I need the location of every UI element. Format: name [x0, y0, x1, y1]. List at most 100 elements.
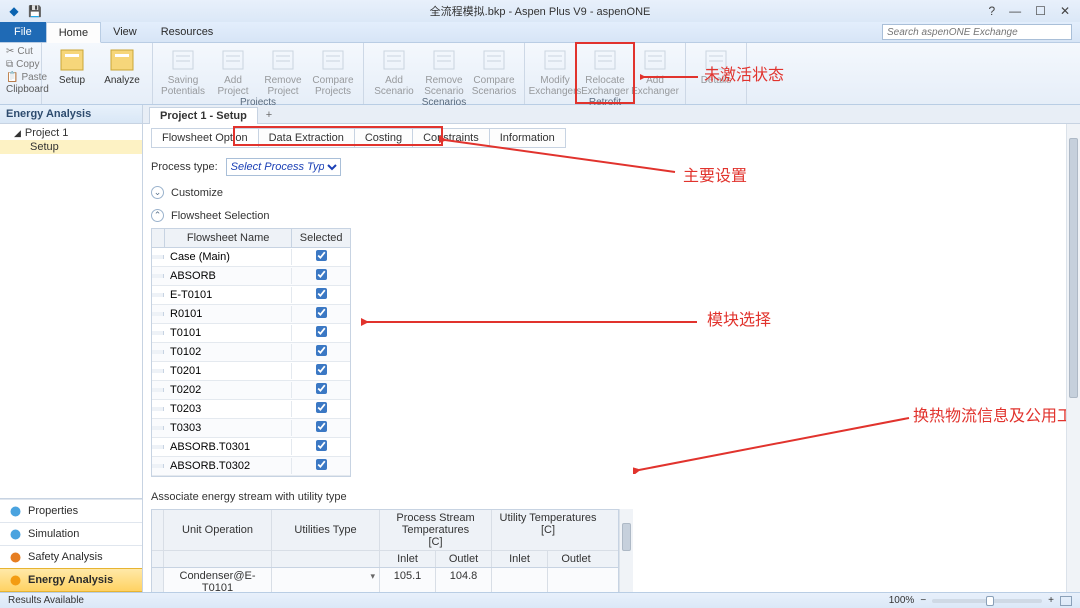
table-row[interactable]: ABSORB: [152, 267, 350, 286]
tree-item-project[interactable]: ◢Project 1: [0, 126, 142, 140]
row-handle[interactable]: [152, 312, 164, 316]
expand-icon[interactable]: [1060, 596, 1072, 606]
search-container: [882, 22, 1072, 42]
ribbon-button: Add Project: [209, 47, 257, 97]
row-handle[interactable]: [152, 274, 164, 278]
table-row[interactable]: T0202: [152, 381, 350, 400]
row-handle[interactable]: [152, 388, 164, 392]
help-icon[interactable]: ?: [988, 4, 995, 18]
table-row[interactable]: T0102: [152, 343, 350, 362]
table-row[interactable]: E-T0101: [152, 286, 350, 305]
selected-checkbox[interactable]: [316, 459, 327, 470]
nav-panel-simulation[interactable]: Simulation: [0, 522, 142, 545]
row-handle[interactable]: [152, 350, 164, 354]
row-handle[interactable]: [152, 568, 164, 592]
ribbon-button[interactable]: Analyze: [98, 47, 146, 86]
row-handle[interactable]: [152, 293, 164, 297]
nav-tree: ◢Project 1 Setup: [0, 124, 142, 498]
ribbon-button: Remove Scenario: [420, 47, 468, 97]
selected-checkbox[interactable]: [316, 364, 327, 375]
table-row[interactable]: ABSORB.T0302: [152, 457, 350, 476]
selected-checkbox[interactable]: [316, 383, 327, 394]
associate-grid: Unit Operation Utilities Type Process St…: [151, 509, 619, 592]
row-handle[interactable]: [152, 426, 164, 430]
nav-panel-energy-analysis[interactable]: Energy Analysis: [0, 568, 142, 592]
zoom-in-button[interactable]: +: [1048, 595, 1054, 606]
ribbon-button[interactable]: Setup: [48, 47, 96, 86]
cell-selected: [292, 419, 350, 437]
selected-checkbox[interactable]: [316, 402, 327, 413]
selected-checkbox[interactable]: [316, 440, 327, 451]
flowsheet-grid: Flowsheet Name Selected Case (Main)ABSOR…: [151, 228, 351, 477]
status-bar: Results Available 100% − +: [0, 592, 1080, 608]
row-handle[interactable]: [152, 369, 164, 373]
table-row[interactable]: Case (Main): [152, 248, 350, 267]
cell-utilities-type[interactable]: ▾: [272, 568, 380, 592]
nav-panel-properties[interactable]: Properties: [0, 499, 142, 522]
tab-home[interactable]: Home: [46, 22, 101, 43]
selected-checkbox[interactable]: [316, 345, 327, 356]
cut-button[interactable]: ✂Cut: [6, 45, 37, 58]
minimize-button[interactable]: —: [1009, 4, 1021, 18]
table-row[interactable]: T0303: [152, 419, 350, 438]
row-handle[interactable]: [152, 464, 164, 468]
subtab-flowsheet-option[interactable]: Flowsheet Option: [152, 129, 259, 147]
cell-selected: [292, 248, 350, 266]
ribbon-button-label: Compare Projects: [309, 75, 357, 97]
selected-checkbox[interactable]: [316, 421, 327, 432]
cell-selected: [292, 362, 350, 380]
ribbon-button: Relocate Exchanger: [581, 47, 629, 97]
tree-item-setup[interactable]: Setup: [0, 140, 142, 154]
subtab-costing[interactable]: Costing: [355, 129, 413, 147]
assoc-scrollbar[interactable]: [619, 509, 633, 592]
row-handle[interactable]: [152, 445, 164, 449]
table-row[interactable]: T0101: [152, 324, 350, 343]
copy-button[interactable]: ⧉Copy: [6, 58, 37, 71]
main-scrollbar[interactable]: [1066, 124, 1080, 592]
bolt-icon: [8, 573, 22, 587]
file-menu[interactable]: File: [0, 22, 46, 42]
selected-checkbox[interactable]: [316, 269, 327, 280]
app-icon: ◆: [6, 3, 22, 19]
row-handle[interactable]: [152, 255, 164, 259]
table-row[interactable]: ABSORB.T0301: [152, 438, 350, 457]
ribbon: ✂Cut ⧉Copy 📋Paste Clipboard SetupAnalyze…: [0, 43, 1080, 105]
maximize-button[interactable]: ☐: [1035, 4, 1046, 18]
ribbon-group: Details: [686, 43, 747, 104]
cell-name: ABSORB: [164, 268, 292, 284]
selected-checkbox[interactable]: [316, 307, 327, 318]
nav-panel-safety-analysis[interactable]: Safety Analysis: [0, 545, 142, 568]
associate-label: Associate energy stream with utility typ…: [151, 491, 1070, 503]
process-type-select[interactable]: Select Process Type: [226, 158, 341, 176]
flow-icon: [8, 527, 22, 541]
subtab-constraints[interactable]: Constraints: [413, 129, 490, 147]
selected-checkbox[interactable]: [316, 326, 327, 337]
row-handle[interactable]: [152, 407, 164, 411]
subtab-information[interactable]: Information: [490, 129, 565, 147]
tab-view[interactable]: View: [101, 22, 149, 42]
close-button[interactable]: ✕: [1060, 4, 1070, 18]
flowsheet-selection-expander[interactable]: ⌃ Flowsheet Selection: [151, 209, 1070, 222]
doc-tab-setup[interactable]: Project 1 - Setup: [149, 107, 258, 124]
row-handle[interactable]: [152, 331, 164, 335]
table-row[interactable]: T0201: [152, 362, 350, 381]
ribbon-button-label: Analyze: [104, 75, 140, 86]
selected-checkbox[interactable]: [316, 288, 327, 299]
qat-save-icon[interactable]: 💾: [28, 5, 42, 18]
table-row[interactable]: Condenser@E-T0101▾105.1104.8: [152, 568, 618, 592]
paste-button[interactable]: 📋Paste: [6, 71, 37, 84]
ribbon-button: Remove Project: [259, 47, 307, 97]
table-row[interactable]: T0203: [152, 400, 350, 419]
table-row[interactable]: R0101: [152, 305, 350, 324]
tab-resources[interactable]: Resources: [149, 22, 226, 42]
zoom-out-button[interactable]: −: [920, 595, 926, 606]
subtab-data-extraction[interactable]: Data Extraction: [259, 129, 355, 147]
doc-tab-add[interactable]: +: [260, 107, 278, 123]
search-input[interactable]: [882, 24, 1072, 40]
selected-checkbox[interactable]: [316, 250, 327, 261]
cell-selected: [292, 267, 350, 285]
zoom-slider[interactable]: [932, 599, 1042, 603]
ribbon-button-label: Add Exchanger: [631, 75, 679, 97]
customize-expander[interactable]: ⌄ Customize: [151, 186, 1070, 199]
cell-name: T0102: [164, 344, 292, 360]
